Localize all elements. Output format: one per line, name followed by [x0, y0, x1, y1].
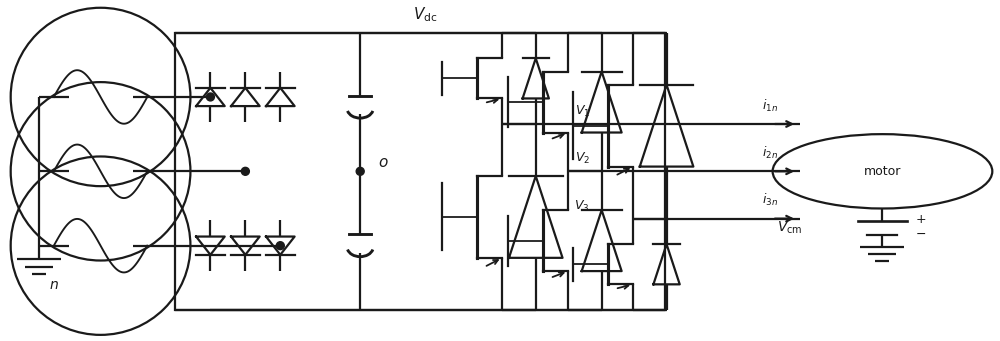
- Text: $i_{3n}$: $i_{3n}$: [762, 192, 778, 208]
- Text: $V_2$: $V_2$: [575, 151, 590, 166]
- Ellipse shape: [206, 93, 214, 101]
- Text: $V_3$: $V_3$: [574, 198, 590, 213]
- Ellipse shape: [356, 167, 364, 175]
- Ellipse shape: [276, 242, 284, 250]
- Text: +: +: [915, 213, 926, 226]
- Text: $n$: $n$: [49, 278, 58, 292]
- Text: motor: motor: [864, 165, 901, 178]
- Text: $o$: $o$: [378, 154, 389, 169]
- Text: $i_{2n}$: $i_{2n}$: [762, 145, 778, 161]
- Bar: [175, 33, 665, 310]
- Text: $V_{\rm dc}$: $V_{\rm dc}$: [413, 5, 437, 24]
- Text: $i_{1n}$: $i_{1n}$: [762, 98, 778, 114]
- Text: $V_{\rm cm}$: $V_{\rm cm}$: [777, 220, 803, 236]
- Text: $-$: $-$: [915, 227, 927, 240]
- Ellipse shape: [241, 167, 249, 175]
- Text: $V_1$: $V_1$: [575, 104, 590, 119]
